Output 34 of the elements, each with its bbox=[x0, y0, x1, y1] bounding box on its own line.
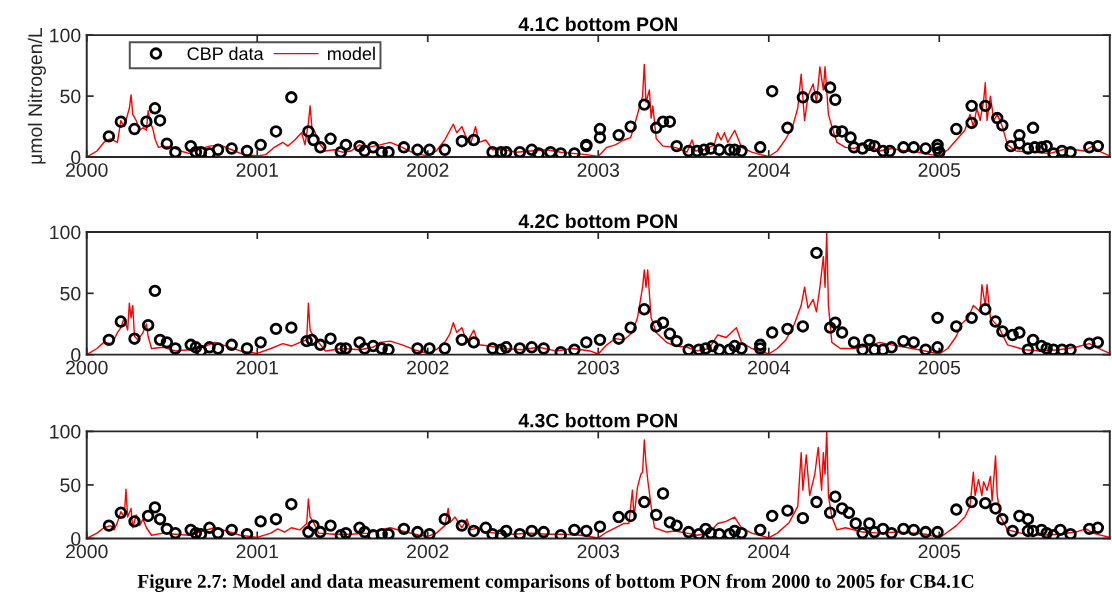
x-tick-label: 2000 bbox=[66, 544, 108, 559]
x-tick-label: 2005 bbox=[918, 360, 961, 375]
y-tick-label: 50 bbox=[60, 286, 81, 301]
x-tick-label: 2003 bbox=[577, 360, 620, 375]
x-tick-label: 2001 bbox=[236, 544, 278, 559]
x-tick-label: 2002 bbox=[407, 360, 449, 375]
x-tick-label: 2001 bbox=[236, 163, 278, 177]
x-tick-label: 2003 bbox=[577, 544, 620, 559]
x-tick-label: 2001 bbox=[236, 360, 278, 375]
legend-label: model bbox=[328, 46, 375, 61]
y-tick-label: 0 bbox=[71, 531, 81, 546]
chart-title: 4.1C bottom PON bbox=[518, 16, 677, 32]
y-axis-title: μmol Nitrogen/L bbox=[27, 27, 46, 164]
x-tick-label: 2002 bbox=[407, 163, 449, 177]
x-tick-label: 2004 bbox=[748, 544, 790, 559]
y-tick-label: 100 bbox=[50, 424, 81, 439]
x-tick-label: 2003 bbox=[577, 163, 620, 177]
x-tick-label: 2005 bbox=[918, 163, 961, 177]
x-tick-label: 2004 bbox=[748, 163, 790, 177]
chart-title: 4.2C bottom PON bbox=[518, 213, 677, 229]
x-tick-label: 2002 bbox=[407, 544, 449, 559]
y-tick-label: 100 bbox=[50, 225, 81, 240]
legend-label: CBP data bbox=[187, 46, 264, 61]
caption: Figure 2.7: Model and data measurement comparisons of bottom PON from 2000 to 2005 for CB4.1C bbox=[137, 574, 974, 593]
x-tick-label: 2000 bbox=[66, 360, 108, 375]
y-tick-label: 50 bbox=[60, 478, 81, 493]
x-tick-label: 2005 bbox=[918, 544, 961, 559]
y-tick-label: 0 bbox=[71, 348, 81, 362]
x-tick-label: 2000 bbox=[66, 163, 108, 177]
chart-title: 4.3C bottom PON bbox=[518, 413, 677, 428]
y-tick-label: 0 bbox=[71, 150, 81, 165]
y-tick-label: 100 bbox=[50, 28, 81, 43]
x-tick-label: 2004 bbox=[748, 360, 790, 375]
y-tick-label: 50 bbox=[60, 89, 81, 104]
